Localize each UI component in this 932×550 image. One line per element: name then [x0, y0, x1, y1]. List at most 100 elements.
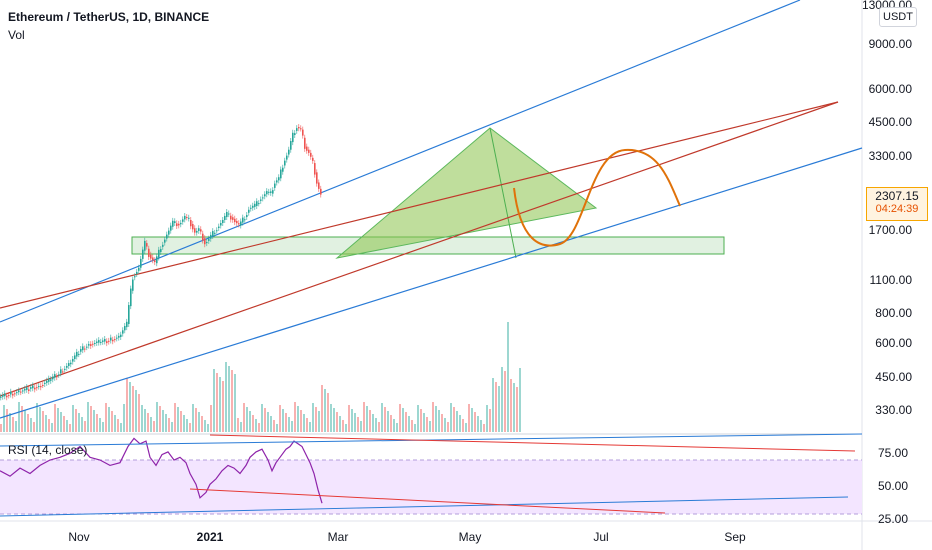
candle: [314, 163, 316, 175]
volume-bar: [483, 424, 485, 432]
candle: [136, 271, 138, 274]
volume-bar: [66, 420, 68, 432]
candle: [298, 127, 300, 129]
symbol-header[interactable]: Ethereum / TetherUS, 1D, BINANCE: [8, 10, 209, 24]
candle: [52, 376, 54, 380]
price-tick: 1700.00: [869, 223, 913, 237]
volume-bar: [444, 418, 446, 432]
volume-bar: [507, 322, 509, 432]
volume-bar: [6, 409, 8, 432]
volume-bar: [63, 416, 65, 432]
candle: [116, 337, 118, 339]
volume-label[interactable]: Vol: [8, 28, 25, 42]
volume-bar: [18, 402, 20, 432]
candle: [36, 387, 38, 389]
candle: [184, 215, 186, 220]
candle: [186, 217, 188, 219]
volume-bar: [87, 402, 89, 432]
candle: [76, 351, 78, 357]
volume-bar: [267, 412, 269, 432]
candle: [262, 197, 264, 199]
volume-bar: [315, 407, 317, 432]
rsi-axis[interactable]: 75.00 50.00 25.00: [878, 446, 908, 526]
time-tick: May: [459, 530, 482, 544]
time-axis[interactable]: Nov 2021 Mar May Jul Sep: [68, 530, 746, 544]
time-tick: Jul: [593, 530, 608, 544]
volume-bar: [300, 410, 302, 432]
volume-bar: [402, 408, 404, 432]
volume-bar: [111, 411, 113, 432]
volume-bar: [60, 412, 62, 432]
candle: [242, 217, 244, 223]
candle: [208, 238, 210, 241]
channel-upper[interactable]: [0, 0, 801, 323]
volume-bar: [57, 408, 59, 432]
volume-bar: [162, 410, 164, 432]
trendline-1[interactable]: [0, 101, 839, 309]
volume-bar: [498, 386, 500, 432]
volume-bar: [357, 417, 359, 432]
volume-bar: [408, 416, 410, 432]
volume-bar: [90, 406, 92, 432]
candle: [306, 146, 308, 151]
symbol-title: Ethereum / TetherUS, 1D, BINANCE: [8, 10, 210, 24]
candle: [256, 201, 258, 207]
candle: [56, 376, 58, 378]
candle: [70, 362, 72, 365]
volume-bar: [354, 413, 356, 432]
volume-bar: [231, 370, 233, 432]
rsi-band: [0, 460, 862, 514]
volume-bar: [189, 423, 191, 432]
candle: [0, 396, 2, 398]
candle: [302, 129, 304, 136]
candle: [168, 230, 170, 235]
candle: [26, 387, 28, 390]
volume-bar: [12, 417, 14, 432]
volume-bar: [33, 422, 35, 432]
rsi-trend-lower[interactable]: [0, 496, 849, 517]
volume-bar: [504, 371, 506, 432]
candle: [176, 223, 178, 227]
candle: [144, 240, 146, 251]
candle: [88, 344, 90, 346]
volume-bar: [186, 419, 188, 432]
candle: [264, 194, 266, 197]
volume-bar: [369, 410, 371, 432]
volume-bar: [393, 419, 395, 432]
candle: [98, 340, 100, 343]
candle: [214, 232, 216, 234]
candle: [68, 363, 70, 366]
volume-bar: [510, 379, 512, 432]
currency-badge[interactable]: USDT: [879, 7, 917, 27]
candle: [120, 334, 122, 337]
volume-bar: [435, 406, 437, 432]
candle: [72, 359, 74, 362]
projection-curve[interactable]: [513, 148, 681, 247]
candle: [232, 217, 234, 220]
price-tick: 9000.00: [869, 37, 913, 51]
channel-lower[interactable]: [0, 147, 863, 419]
volume-bar: [513, 383, 515, 432]
volume-bar: [429, 421, 431, 432]
volume-bar: [99, 418, 101, 432]
rsi-label[interactable]: RSI (14, close): [8, 443, 88, 457]
volume-bar: [447, 422, 449, 432]
candle: [192, 224, 194, 230]
candle: [34, 387, 36, 390]
candle: [268, 191, 270, 193]
trendline-2[interactable]: [0, 101, 839, 397]
candle: [222, 219, 224, 224]
candle: [154, 260, 156, 263]
triangle-leg[interactable]: [489, 127, 517, 259]
rsi-trend-red-upper[interactable]: [209, 434, 856, 452]
candle: [188, 217, 190, 219]
volume-bar: [216, 373, 218, 432]
volume-bar: [252, 415, 254, 432]
volume-bar: [477, 416, 479, 432]
candle: [300, 128, 302, 130]
candle: [48, 378, 50, 382]
volume-bar: [51, 423, 53, 432]
rsi-trend-red-lower[interactable]: [189, 488, 666, 514]
candle: [96, 341, 98, 344]
